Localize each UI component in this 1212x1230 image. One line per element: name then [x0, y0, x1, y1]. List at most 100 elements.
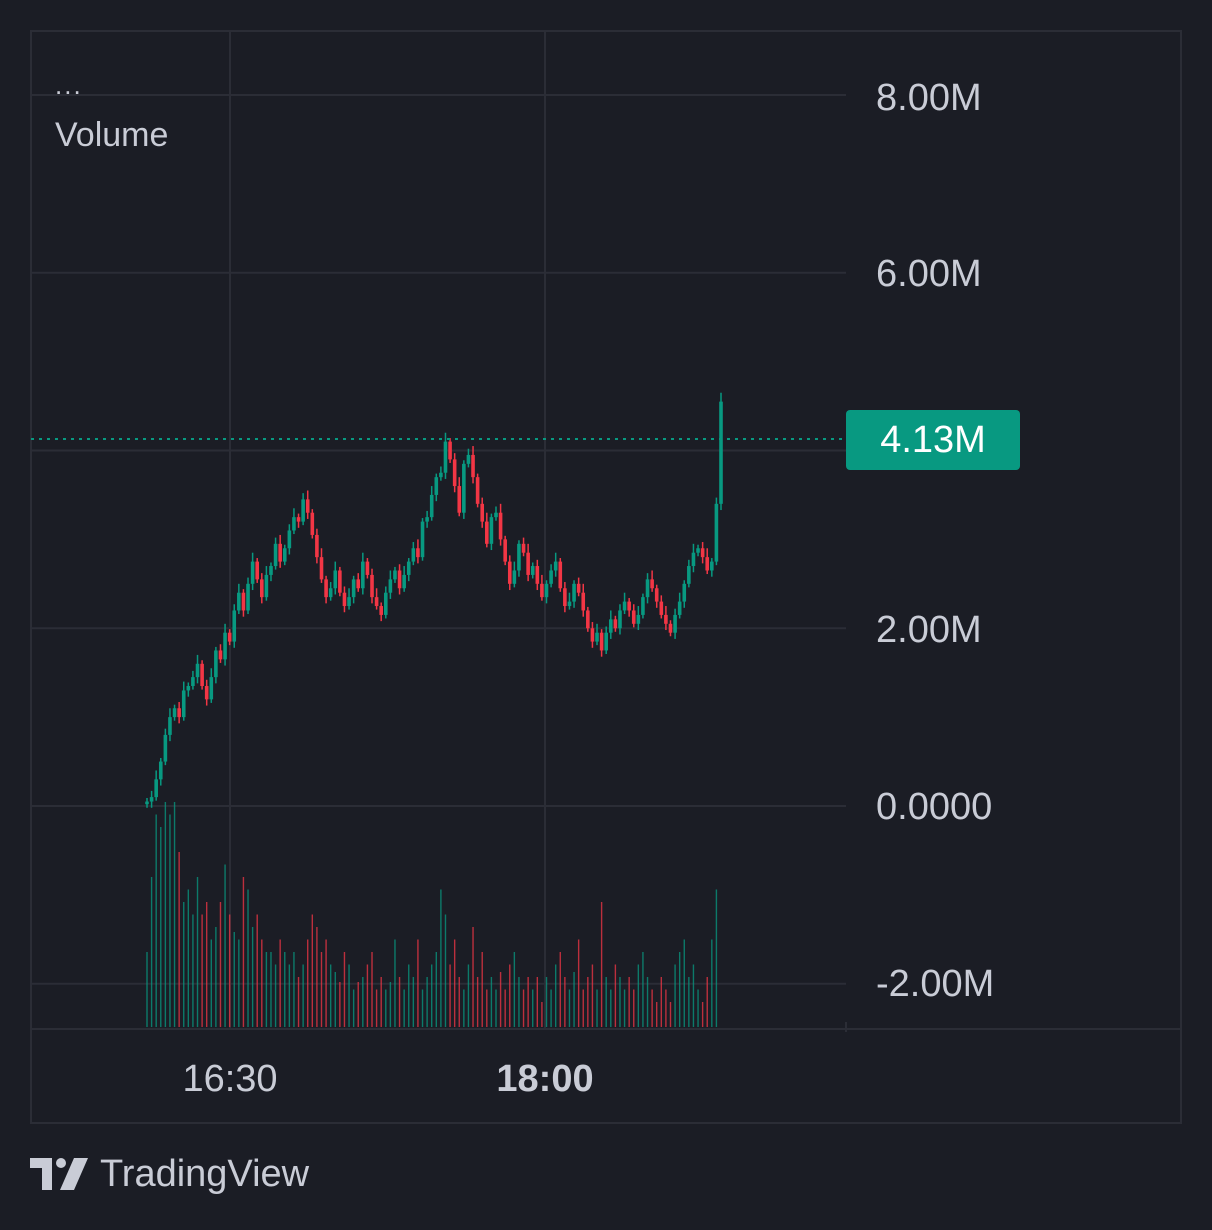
candle-body	[572, 583, 576, 602]
candle-body	[347, 597, 351, 607]
brand-name: TradingView	[100, 1152, 310, 1195]
candle-body	[682, 583, 687, 602]
candle-body	[264, 574, 269, 598]
candle-body	[411, 548, 416, 562]
candle-body	[305, 499, 310, 513]
candle-body	[227, 632, 232, 642]
candle-body	[315, 534, 319, 558]
candle-body	[324, 579, 328, 598]
candle-body	[613, 619, 618, 629]
y-tick-label: 2.00M	[876, 609, 982, 651]
candle-body	[429, 494, 434, 518]
candle-body	[269, 566, 273, 575]
x-tick-label: 16:30	[182, 1058, 278, 1100]
candle-body	[618, 610, 622, 629]
legend-menu-icon[interactable]: ...	[55, 70, 83, 100]
tradingview-brand[interactable]: TradingView	[30, 1152, 309, 1196]
candle-body	[544, 583, 549, 598]
volume-bars	[146, 802, 718, 1027]
candle-body	[163, 734, 168, 762]
candle-body	[631, 610, 636, 624]
candle-body	[480, 503, 485, 522]
candle-body	[627, 601, 631, 611]
candle-body	[209, 677, 214, 700]
candle-body	[599, 632, 604, 651]
candle-body	[374, 597, 379, 607]
candle-body	[397, 570, 402, 589]
candle-body	[503, 539, 507, 562]
candle-body	[719, 401, 723, 504]
candle-body	[498, 512, 503, 540]
candle-body	[154, 779, 158, 798]
candle-body	[654, 588, 659, 602]
candle-body	[517, 543, 521, 571]
candle-body	[181, 690, 186, 718]
candle-body	[365, 561, 370, 575]
candle-body	[494, 512, 498, 518]
candle-body	[273, 543, 278, 567]
grid-lines	[31, 31, 846, 1029]
candle-body	[383, 592, 388, 615]
candle-body	[462, 463, 466, 513]
candle-body	[310, 512, 315, 535]
candle-body	[342, 592, 347, 607]
chart-frame[interactable]	[30, 30, 1182, 1124]
candle-body	[158, 761, 163, 780]
candle-body	[351, 579, 356, 598]
candle-body	[425, 517, 429, 522]
candle-body	[558, 561, 563, 589]
candle-body	[641, 597, 645, 615]
candle-body	[204, 686, 209, 700]
candle-body	[232, 610, 237, 642]
candle-body	[416, 548, 420, 558]
candle-body	[191, 677, 195, 687]
candle-body	[586, 610, 590, 629]
candle-body	[246, 583, 250, 611]
y-tick-label: 6.00M	[876, 253, 982, 295]
candles	[145, 392, 723, 808]
candle-body	[457, 486, 462, 513]
candle-body	[448, 441, 452, 460]
candle-body	[507, 561, 512, 584]
candle-body	[319, 557, 324, 580]
candle-body	[576, 583, 581, 593]
candle-body	[636, 614, 641, 624]
candle-body	[260, 579, 264, 598]
candle-body	[278, 543, 282, 562]
candle-body	[149, 797, 154, 802]
candle-body	[237, 592, 241, 611]
candle-body	[512, 570, 517, 584]
candle-body	[406, 561, 411, 575]
candle-body	[223, 632, 227, 660]
candle-body	[668, 623, 673, 633]
candle-body	[567, 601, 572, 607]
tradingview-logo-icon	[30, 1158, 88, 1190]
candle-body	[333, 570, 338, 589]
candle-body	[379, 606, 383, 615]
candle-body	[434, 477, 439, 495]
candle-body	[489, 517, 494, 544]
candle-body	[296, 517, 301, 522]
y-tick-label: -2.00M	[876, 963, 995, 1005]
candle-body	[292, 517, 296, 531]
candle-body	[370, 574, 374, 598]
candle-body	[581, 592, 586, 611]
x-tick-label-major: 18:00	[496, 1058, 594, 1100]
candle-body	[673, 614, 677, 633]
y-tick-label: 8.00M	[876, 77, 982, 119]
candle-body	[705, 557, 710, 571]
y-tick-label: 0.0000	[876, 786, 993, 828]
candle-body	[393, 570, 397, 580]
candle-body	[553, 561, 558, 571]
candle-body	[645, 579, 650, 598]
candle-body	[168, 717, 172, 735]
candle-body	[388, 579, 393, 593]
candle-body	[530, 566, 535, 575]
candle-body	[200, 663, 204, 687]
candle-body	[195, 663, 200, 678]
candle-body	[420, 521, 425, 558]
candle-body	[443, 441, 448, 473]
candle-body	[590, 628, 595, 642]
legend-title: Volume	[55, 116, 169, 154]
